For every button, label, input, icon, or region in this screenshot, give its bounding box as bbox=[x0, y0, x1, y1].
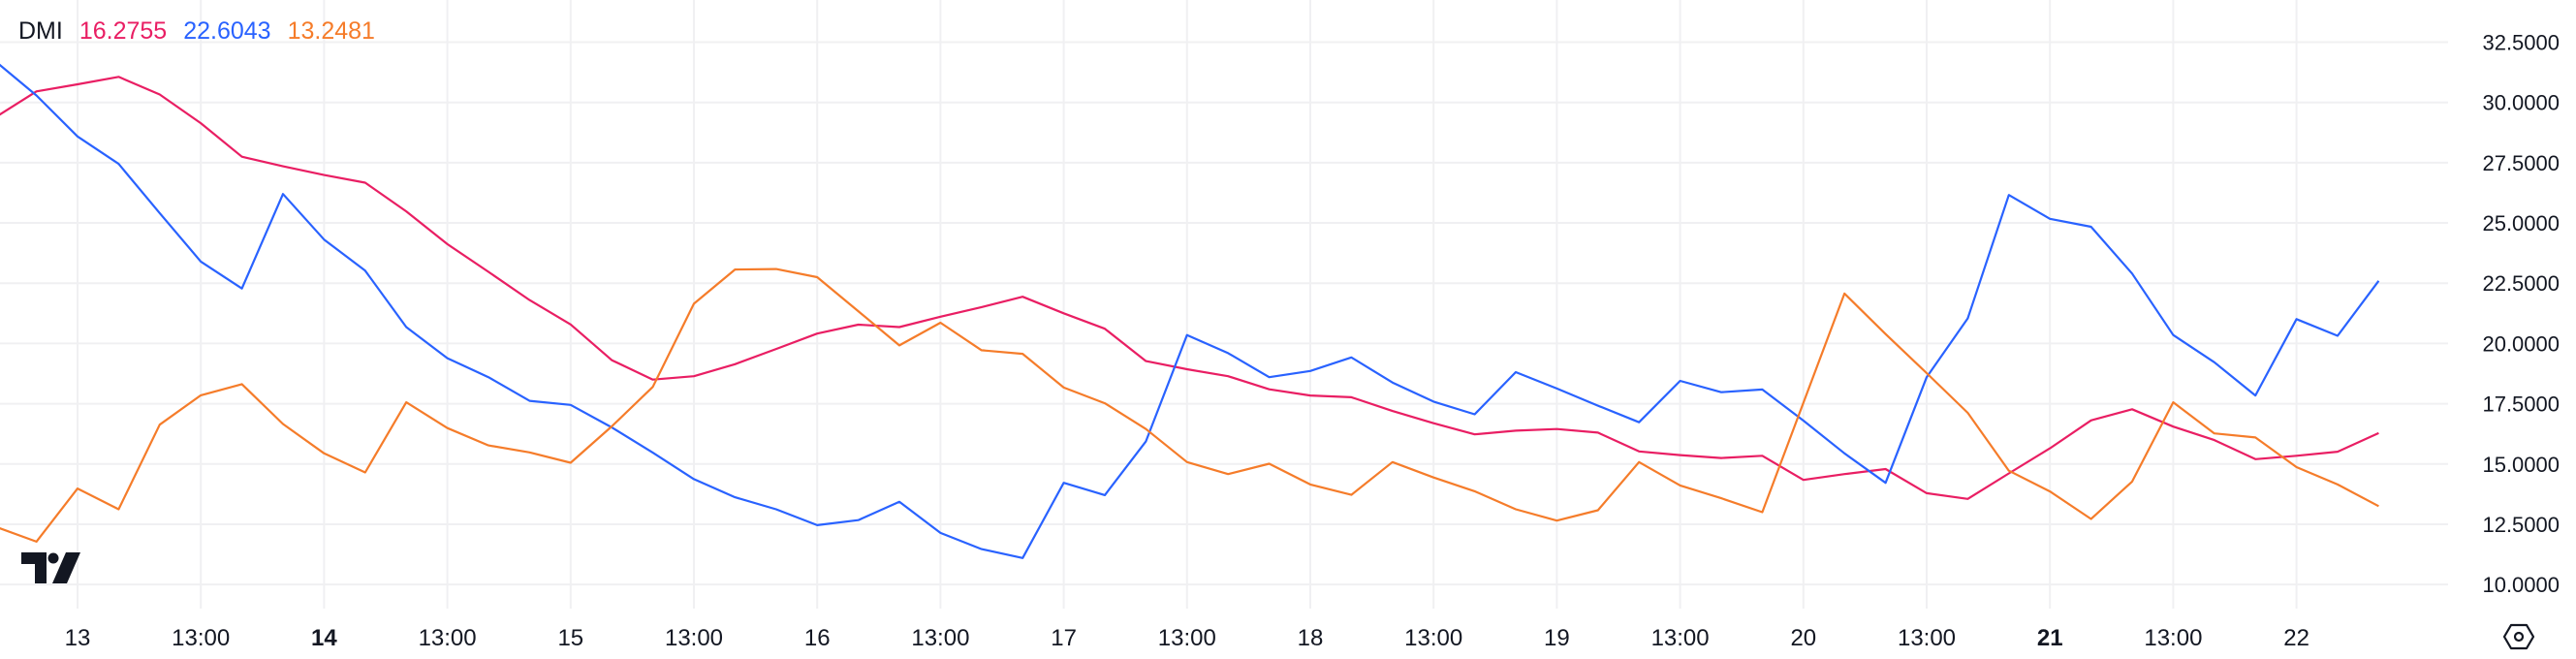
x-tick-label: 15 bbox=[557, 625, 583, 651]
y-tick-label: 15.0000 bbox=[2482, 453, 2560, 477]
x-tick-label: 13:00 bbox=[1158, 625, 1216, 651]
x-tick-label: 13:00 bbox=[419, 625, 477, 651]
x-tick-label: 18 bbox=[1298, 625, 1324, 651]
price-axis[interactable]: 10.0000 12.5000 15.0000 17.5000 20.0000 22.50… bbox=[2482, 31, 2560, 598]
series-line-2 bbox=[0, 63, 2380, 559]
legend-value-1: 16.2755 bbox=[79, 17, 168, 45]
legend-value-2: 22.6043 bbox=[183, 17, 271, 45]
y-tick-label: 20.0000 bbox=[2482, 331, 2560, 356]
x-tick-label: 17 bbox=[1051, 625, 1077, 651]
y-tick-label: 25.0000 bbox=[2482, 211, 2560, 235]
settings-hexagon-icon[interactable] bbox=[2502, 622, 2535, 651]
time-axis[interactable]: 13 13:00 14 13:00 15 13:00 16 13:00 17 13:00 18 13:… bbox=[65, 625, 2309, 651]
x-tick-label: 13 bbox=[65, 625, 91, 651]
y-tick-label: 30.0000 bbox=[2482, 91, 2560, 115]
series-line-3 bbox=[0, 267, 2379, 544]
x-tick-label: 13:00 bbox=[1404, 625, 1462, 651]
y-tick-label: 12.5000 bbox=[2482, 513, 2560, 537]
y-tick-label: 10.0000 bbox=[2482, 573, 2560, 597]
x-tick-label: 21 bbox=[2037, 625, 2063, 651]
x-tick-label: 16 bbox=[804, 625, 831, 651]
x-tick-label: 13:00 bbox=[2144, 625, 2202, 651]
x-tick-label: 13:00 bbox=[911, 625, 969, 651]
y-tick-label: 22.5000 bbox=[2482, 271, 2560, 296]
x-tick-label: 19 bbox=[1544, 625, 1570, 651]
indicator-name: DMI bbox=[18, 17, 63, 45]
indicator-legend[interactable]: DMI 16.2755 22.6043 13.2481 bbox=[18, 14, 375, 48]
x-tick-label: 14 bbox=[311, 625, 337, 651]
tradingview-logo[interactable] bbox=[21, 552, 81, 583]
y-tick-label: 27.5000 bbox=[2482, 151, 2560, 175]
y-tick-label: 32.5000 bbox=[2482, 31, 2560, 55]
x-tick-label: 22 bbox=[2283, 625, 2309, 651]
grid bbox=[0, 0, 2448, 609]
x-tick-label: 13:00 bbox=[172, 625, 230, 651]
x-tick-label: 13:00 bbox=[1898, 625, 1956, 651]
x-tick-label: 13:00 bbox=[665, 625, 723, 651]
series-lines bbox=[0, 63, 2380, 559]
x-tick-label: 20 bbox=[1790, 625, 1816, 651]
y-tick-label: 17.5000 bbox=[2482, 392, 2560, 417]
legend-value-3: 13.2481 bbox=[287, 17, 375, 45]
series-line-1 bbox=[0, 76, 2379, 500]
x-tick-label: 13:00 bbox=[1651, 625, 1710, 651]
